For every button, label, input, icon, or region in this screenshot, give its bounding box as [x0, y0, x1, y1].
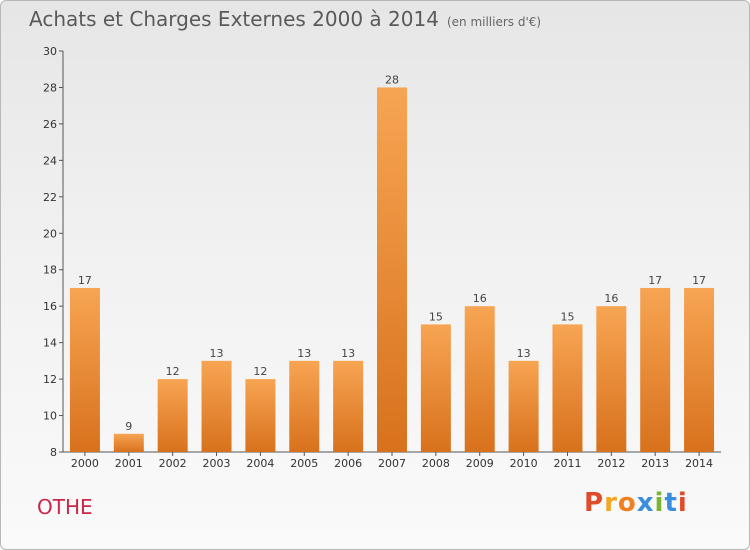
chart-title-text: Achats et Charges Externes 2000 à 2014 [29, 7, 439, 31]
bar-2001 [113, 433, 144, 452]
location-label: OTHE [37, 495, 93, 519]
bar-value-label: 9 [125, 420, 132, 433]
y-tick-label: 8 [50, 446, 57, 459]
bar-value-label: 13 [341, 347, 355, 360]
y-tick-label: 16 [43, 300, 57, 313]
bar-2003 [201, 360, 232, 452]
chart-title: Achats et Charges Externes 2000 à 2014 (e… [29, 7, 541, 31]
y-tick-label: 30 [43, 45, 57, 58]
bar-value-label: 16 [604, 292, 618, 305]
x-tick-label: 2012 [597, 457, 625, 470]
bar-value-label: 17 [692, 274, 706, 287]
bar-value-label: 16 [473, 292, 487, 305]
y-tick-label: 10 [43, 410, 57, 423]
x-tick-label: 2009 [466, 457, 494, 470]
y-tick-label: 24 [43, 154, 57, 167]
brand-letter: i [677, 488, 688, 518]
brand-letter: r [604, 488, 618, 518]
y-tick-label: 26 [43, 118, 57, 131]
brand-letter: x [636, 488, 655, 518]
bar-value-label: 17 [78, 274, 92, 287]
bar-value-label: 13 [210, 347, 224, 360]
brand-letter: o [617, 488, 637, 518]
bar-2004 [245, 379, 276, 452]
bar-value-label: 12 [253, 365, 267, 378]
bar-2011 [552, 324, 583, 452]
x-tick-label: 2001 [115, 457, 143, 470]
x-tick-label: 2002 [159, 457, 187, 470]
x-tick-label: 2005 [290, 457, 318, 470]
x-tick-label: 2014 [685, 457, 713, 470]
bar-value-label: 17 [648, 274, 662, 287]
bar-value-label: 13 [517, 347, 531, 360]
x-tick-label: 2006 [334, 457, 362, 470]
bar-value-label: 15 [560, 310, 574, 323]
x-tick-label: 2008 [422, 457, 450, 470]
bar-2010 [508, 360, 539, 452]
brand-letter: i [654, 488, 665, 518]
bar-2006 [333, 360, 364, 452]
bar-value-label: 13 [297, 347, 311, 360]
bar-value-label: 28 [385, 73, 399, 86]
y-tick-label: 12 [43, 373, 57, 386]
x-tick-label: 2000 [71, 457, 99, 470]
bar-2012 [596, 306, 627, 452]
bar-2005 [289, 360, 320, 452]
brand-letter: P [584, 488, 605, 518]
bar-2007 [377, 87, 407, 453]
y-tick-label: 28 [43, 81, 57, 94]
y-tick-label: 18 [43, 264, 57, 277]
bar-2013 [640, 287, 671, 452]
x-tick-label: 2007 [378, 457, 406, 470]
x-tick-label: 2010 [510, 457, 538, 470]
bar-2009 [464, 306, 495, 452]
x-tick-label: 2013 [641, 457, 669, 470]
bar-2008 [420, 324, 451, 452]
brand-logo: Proxiti [584, 488, 688, 518]
bar-2000 [69, 287, 100, 452]
brand-letter: t [664, 488, 678, 518]
chart-axes: 8 10 12 14 16 18 20 22 24 26 28 30 2000 2001 2002 2003 2… [43, 45, 721, 470]
bar-value-label: 12 [166, 365, 180, 378]
chart-bars: 17 9 12 13 12 13 13 28 15 16 13 15 16 17 17 [69, 73, 715, 453]
y-tick-label: 20 [43, 227, 57, 240]
bar-2002 [157, 379, 188, 452]
x-tick-label: 2004 [246, 457, 274, 470]
chart-unit: (en milliers d'€) [446, 15, 542, 29]
y-tick-label: 22 [43, 191, 57, 204]
y-tick-label: 14 [43, 337, 57, 350]
bar-2014 [684, 287, 715, 452]
x-tick-label: 2011 [553, 457, 581, 470]
bar-value-label: 15 [429, 310, 443, 323]
x-tick-label: 2003 [203, 457, 231, 470]
